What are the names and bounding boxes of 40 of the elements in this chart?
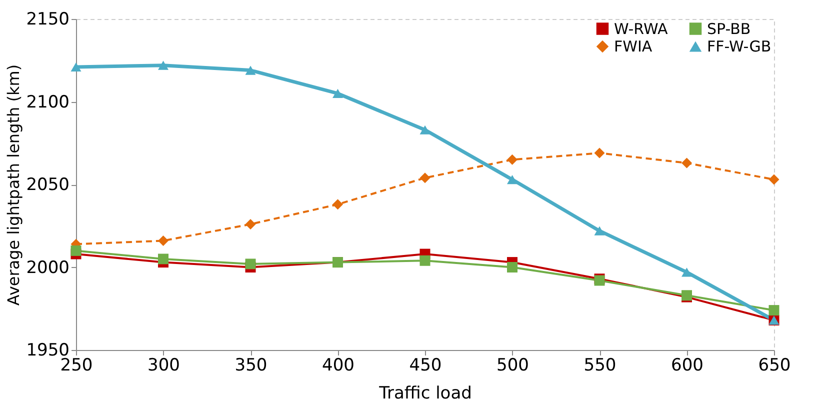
- y-tick-label: 2150: [26, 10, 70, 30]
- x-axis-title: Traffic load: [378, 384, 472, 404]
- legend-label: W-RWA: [614, 20, 668, 38]
- point: [420, 172, 430, 184]
- point: [420, 255, 430, 266]
- point: [158, 236, 168, 246]
- point: [507, 174, 518, 184]
- point: [507, 154, 518, 165]
- point: [682, 268, 692, 277]
- x-tick-label: 500: [496, 356, 529, 376]
- point: [682, 158, 692, 168]
- point: [594, 226, 605, 236]
- point: [70, 245, 82, 256]
- y-tick-label: 2000: [26, 258, 70, 278]
- point: [158, 60, 168, 70]
- legend-label: FF-W-GB: [707, 38, 772, 56]
- x-tick-label: 400: [322, 356, 354, 376]
- x-tick-label: 350: [234, 356, 268, 376]
- y-tick-label: 2050: [26, 175, 70, 195]
- x-tick-label: 600: [671, 356, 704, 376]
- point: [245, 218, 256, 230]
- point: [245, 66, 256, 75]
- x-tick-label: 650: [758, 356, 791, 376]
- legend-label: FWIA: [614, 38, 653, 56]
- x-tick-label: 300: [148, 356, 180, 376]
- point: [420, 125, 430, 134]
- point: [245, 258, 256, 270]
- point: [768, 305, 780, 316]
- x-tick-label: 450: [409, 356, 442, 376]
- point: [332, 199, 343, 210]
- y-axis-title: Average lightpath length (km): [4, 64, 24, 306]
- point: [507, 262, 518, 272]
- point: [594, 148, 605, 158]
- point: [158, 254, 168, 264]
- legend-label: SP-BB: [707, 20, 751, 38]
- point: [768, 174, 780, 185]
- y-tick-label: 2100: [26, 92, 70, 112]
- point: [70, 62, 82, 72]
- x-tick-label: 550: [584, 356, 616, 376]
- point: [332, 88, 343, 98]
